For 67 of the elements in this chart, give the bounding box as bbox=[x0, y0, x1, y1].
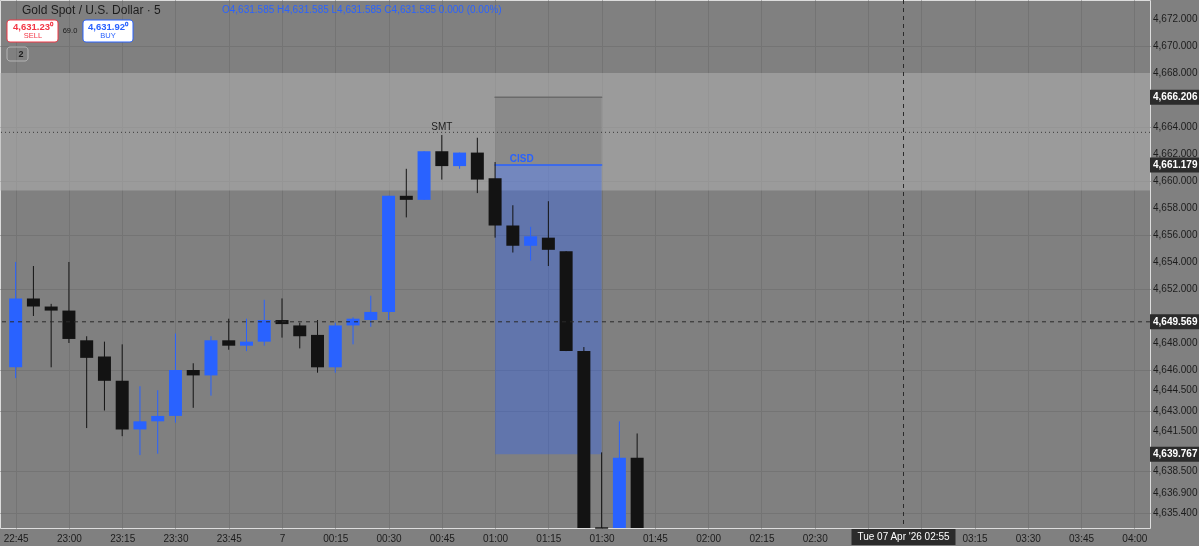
chart-title: Gold Spot / U.S. Dollar · 5 bbox=[22, 3, 162, 17]
y-tick-label: 4,644.500 bbox=[1153, 384, 1198, 396]
candlestick bbox=[44, 303, 58, 368]
candlestick bbox=[133, 385, 147, 456]
x-tick-label: 00:30 bbox=[376, 532, 402, 544]
candlestick bbox=[541, 200, 555, 267]
candlestick bbox=[240, 318, 253, 352]
candlestick bbox=[222, 318, 236, 351]
y-tick-label: 4,652.000 bbox=[1153, 282, 1198, 294]
y-tick-label: 4,648.000 bbox=[1153, 337, 1198, 348]
x-tick-label: 23:00 bbox=[56, 532, 83, 544]
x-tick-label: 01:30 bbox=[589, 532, 616, 544]
candlestick bbox=[151, 389, 165, 455]
y-tick-label: 4,646.000 bbox=[1153, 364, 1198, 376]
y-tick-label: 4,654.000 bbox=[1153, 255, 1198, 267]
candlestick bbox=[186, 362, 200, 409]
x-tick-label: 03:15 bbox=[962, 532, 988, 544]
x-tick-label: 00:45 bbox=[429, 532, 456, 544]
x-tick-label: 23:45 bbox=[216, 532, 243, 544]
y-tick-label: 4,643.000 bbox=[1153, 404, 1198, 416]
y-tick-label: 4,636.900 bbox=[1153, 486, 1198, 498]
x-tick-label: 7 bbox=[279, 532, 286, 544]
x-tick-label: 04:00 bbox=[1122, 532, 1148, 544]
candlestick bbox=[524, 226, 538, 262]
y-tick-label: 4,641.500 bbox=[1153, 424, 1198, 436]
x-tick-label: 00:15 bbox=[323, 532, 349, 544]
text: 4,661.179 bbox=[1153, 159, 1198, 171]
x-tick-label: 22:45 bbox=[3, 532, 30, 544]
y-tick-label: 4,635.400 bbox=[1153, 507, 1198, 519]
annotation: 2 bbox=[18, 49, 24, 59]
annotation: 4,631.23⁰ bbox=[13, 21, 54, 32]
x-tick-label: 01:00 bbox=[483, 532, 509, 544]
x-tick-label: 02:00 bbox=[696, 532, 722, 544]
candlestick bbox=[399, 168, 413, 218]
annotation: SMT bbox=[431, 120, 453, 132]
annotation: O4,631.585 H4,631.585 L4,631.585 C4,631.585 0.000 (0.00%) bbox=[222, 4, 502, 15]
candlestick bbox=[293, 322, 307, 349]
x-tick-label: 01:15 bbox=[536, 532, 562, 544]
ref-line-label: Tue 07 Apr '26 02:55 bbox=[857, 531, 951, 542]
candlestick bbox=[364, 295, 378, 328]
y-tick-label: 4,656.000 bbox=[1153, 228, 1198, 240]
x-tick-label: 02:15 bbox=[749, 532, 775, 544]
y-tick-label: 4,670.000 bbox=[1153, 39, 1198, 51]
series-label: CISD bbox=[509, 153, 534, 165]
y-tick-label: 4,672.000 bbox=[1153, 12, 1198, 24]
candlestick bbox=[80, 335, 94, 429]
candlestick bbox=[257, 299, 271, 347]
candlestick bbox=[435, 134, 449, 181]
candlestick bbox=[26, 265, 40, 317]
candlestick bbox=[506, 204, 520, 254]
y-tick-label: 4,668.000 bbox=[1153, 66, 1198, 78]
x-tick-label: 03:30 bbox=[1015, 532, 1042, 544]
y-tick-label: 4,658.000 bbox=[1153, 201, 1198, 213]
text: 4,639.767 bbox=[1153, 448, 1198, 460]
candlestick bbox=[595, 451, 609, 529]
x-tick-label: 02:30 bbox=[802, 532, 829, 544]
y-tick-label: 4,662.000 bbox=[1153, 147, 1198, 159]
y-tick-label: 4,664.000 bbox=[1153, 120, 1198, 132]
x-tick-label: 03:45 bbox=[1069, 532, 1095, 544]
y-tick-label: 4,660.000 bbox=[1153, 174, 1198, 186]
ref-line-label: 4,649.569 bbox=[1153, 315, 1198, 327]
x-tick-label: 23:30 bbox=[163, 532, 189, 544]
annotation: 4,631.92⁰ bbox=[88, 21, 129, 32]
x-tick-label: 23:15 bbox=[110, 532, 136, 544]
y-tick-label: 4,638.500 bbox=[1153, 465, 1198, 477]
text: 4,666.206 bbox=[1153, 91, 1198, 103]
x-tick-label: 01:45 bbox=[642, 532, 669, 544]
